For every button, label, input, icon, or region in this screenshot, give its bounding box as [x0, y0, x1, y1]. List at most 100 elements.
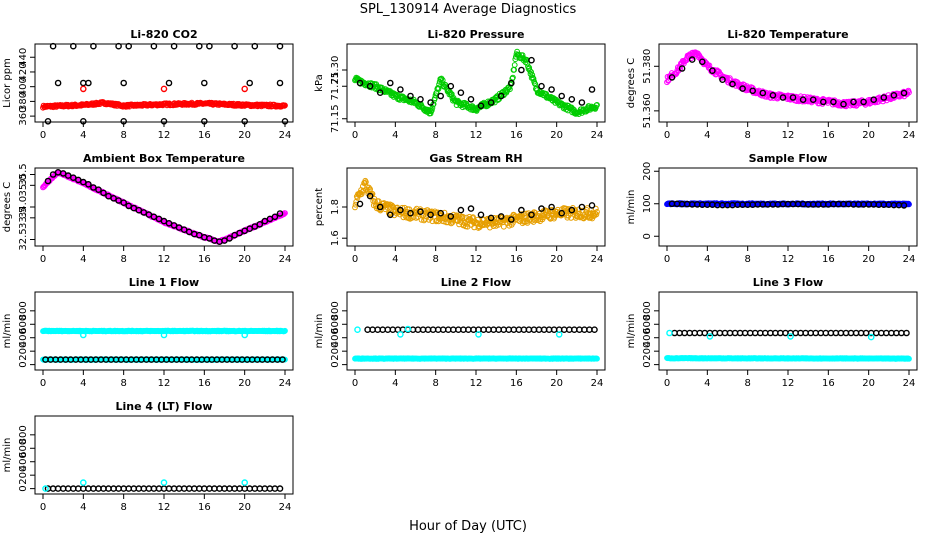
data-point — [356, 200, 364, 208]
y-tick-label: 600 — [330, 315, 341, 334]
data-point — [749, 87, 757, 95]
data-point — [356, 79, 364, 87]
data-point — [457, 206, 465, 214]
x-tick-label: 12 — [158, 502, 171, 513]
x-tick-label: 8 — [120, 130, 126, 141]
data-point — [706, 333, 714, 340]
y-tick-label: 200 — [18, 466, 29, 485]
data-point — [376, 203, 384, 211]
y-tick-label: 800 — [642, 301, 653, 320]
y-axis-label: ml/min — [626, 314, 637, 349]
data-point — [404, 325, 412, 333]
x-tick-label: 0 — [664, 130, 670, 141]
x-tick-label: 24 — [279, 254, 292, 265]
x-tick-label: 20 — [550, 130, 563, 141]
data-point — [518, 66, 525, 74]
data-point — [538, 205, 545, 212]
x-tick-label: 12 — [158, 130, 171, 141]
data-point — [271, 213, 279, 221]
data-point — [49, 42, 57, 50]
data-point — [125, 202, 132, 210]
y-tick-label: 800 — [18, 425, 29, 444]
data-point — [548, 215, 554, 222]
x-tick-label: 24 — [591, 378, 604, 389]
y-axis-label: kPa — [314, 74, 325, 92]
data-point — [870, 96, 878, 103]
data-point — [594, 102, 600, 108]
data-point — [457, 89, 465, 96]
x-tick-label: 20 — [238, 254, 251, 265]
x-tick-label: 8 — [120, 378, 126, 389]
x-tick-label: 0 — [664, 254, 670, 265]
data-point — [386, 211, 394, 219]
panel-title: Li-820 CO2 — [130, 28, 197, 41]
data-point — [392, 92, 398, 98]
data-point — [231, 42, 238, 50]
y-tick-label: 33.5 — [18, 207, 29, 229]
x-tick-label: 16 — [510, 254, 523, 265]
data-point — [160, 85, 168, 93]
x-tick-label: 16 — [822, 130, 835, 141]
data-point — [429, 105, 436, 111]
data-point — [729, 80, 736, 88]
x-tick-label: 4 — [392, 378, 398, 389]
y-axis-label: ml/min — [626, 190, 637, 225]
panel-title: Line 1 Flow — [129, 276, 199, 289]
y-tick-label: 71.25 — [330, 72, 341, 101]
data-point — [160, 479, 168, 486]
data-point — [439, 77, 446, 84]
data-point — [568, 206, 576, 214]
x-tick-label: 20 — [238, 502, 251, 513]
x-tick-label: 0 — [352, 378, 358, 389]
x-tick-label: 4 — [704, 130, 710, 141]
data-point — [397, 86, 404, 93]
y-axis-label: degrees C — [2, 182, 13, 232]
data-point — [80, 479, 87, 486]
figure-xlabel: Hour of Day (UTC) — [409, 519, 527, 534]
x-tick-label: 24 — [591, 130, 604, 141]
y-tick-label: 0 — [642, 233, 653, 239]
x-tick-label: 4 — [704, 378, 710, 389]
y-tick-label: 0 — [18, 485, 29, 491]
data-point — [548, 203, 555, 211]
y-tick-label: 380 — [18, 92, 29, 111]
y-tick-label: 600 — [18, 439, 29, 458]
x-tick-label: 16 — [198, 254, 211, 265]
panel-title: Gas Stream RH — [429, 152, 522, 165]
y-tick-label: 400 — [18, 328, 29, 347]
data-point — [165, 79, 173, 87]
data-point — [246, 225, 253, 232]
data-point — [44, 118, 52, 125]
x-tick-label: 16 — [510, 378, 523, 389]
x-tick-label: 4 — [704, 254, 710, 265]
x-tick-label: 24 — [279, 130, 292, 141]
data-point — [507, 216, 515, 223]
data-point — [709, 67, 716, 74]
y-axis-label: degrees C — [626, 58, 637, 108]
data-point — [359, 189, 366, 195]
data-point — [840, 100, 847, 108]
data-point — [376, 89, 384, 96]
data-point — [397, 206, 404, 214]
data-point — [276, 485, 284, 492]
x-tick-label: 8 — [432, 254, 438, 265]
data-point — [276, 79, 284, 87]
data-point — [528, 211, 535, 219]
y-tick-label: 1.6 — [330, 230, 341, 246]
data-point — [467, 96, 475, 103]
x-tick-label: 20 — [862, 130, 875, 141]
data-point — [507, 79, 515, 87]
data-point — [880, 94, 888, 101]
data-point — [447, 213, 455, 220]
data-point — [185, 228, 193, 236]
data-point — [558, 209, 566, 217]
x-tick-label: 0 — [40, 130, 46, 141]
data-point — [160, 118, 168, 125]
data-point — [281, 118, 289, 125]
data-point — [850, 98, 857, 106]
data-point — [427, 211, 434, 219]
data-point — [789, 94, 797, 101]
data-point — [906, 355, 912, 362]
